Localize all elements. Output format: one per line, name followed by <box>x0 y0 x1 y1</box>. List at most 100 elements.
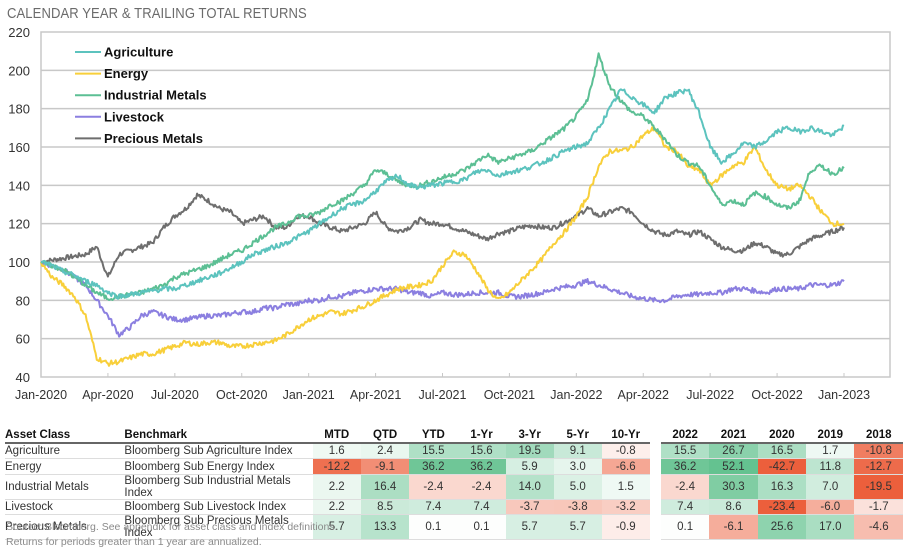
y-axis-ticks: 40 60 80 100 120 140 160 180 200 220 <box>8 25 30 385</box>
table-row: Livestock Bloomberg Sub Livestock Index 2.… <box>5 499 903 516</box>
return-cell: -6.0 <box>806 499 855 516</box>
return-cell: 0.1 <box>457 514 506 541</box>
table-row: Industrial Metals Bloomberg Sub Industria… <box>5 474 903 500</box>
series-line-precious-metals <box>40 192 845 278</box>
return-cell: 1.7 <box>806 443 855 460</box>
x-tick-label: Jan-2022 <box>550 388 602 402</box>
header-5yr: 5-Yr <box>553 428 602 444</box>
return-cell: -10.8 <box>854 443 903 460</box>
x-tick-label: Apr-2022 <box>618 388 669 402</box>
y-tick-label: 200 <box>8 63 30 78</box>
header-mtd: MTD <box>312 428 361 444</box>
return-cell: 19.5 <box>505 443 554 460</box>
return-cell: -12.2 <box>312 458 361 475</box>
x-tick-label: Oct-2021 <box>484 388 535 402</box>
header-3yr: 3-Yr <box>505 428 554 444</box>
return-cell: -0.8 <box>601 443 650 460</box>
series-line-industrial-metals <box>40 52 845 301</box>
return-cell: 36.2 <box>457 458 506 475</box>
header-asset-class: Asset Class <box>5 428 125 444</box>
return-cell: -3.2 <box>601 499 650 516</box>
y-tick-label: 100 <box>8 255 30 270</box>
return-cell: 3.0 <box>553 458 602 475</box>
returns-table: Asset Class Benchmark MTD QTD YTD 1-Yr 3… <box>5 428 903 541</box>
table-row: Agriculture Bloomberg Sub Agriculture Ind… <box>5 443 903 460</box>
column-gap <box>650 515 661 540</box>
return-cell: 2.4 <box>360 443 410 460</box>
return-cell: 7.4 <box>409 499 458 516</box>
return-cell: 0.1 <box>409 514 458 541</box>
return-cell: -2.4 <box>457 474 506 500</box>
return-cell: -12.7 <box>854 458 903 475</box>
return-cell: -1.7 <box>854 499 903 516</box>
benchmark-cell: Bloomberg Sub Agriculture Index <box>124 443 313 460</box>
column-gap <box>650 443 661 459</box>
asset-class-cell: Livestock <box>5 499 125 516</box>
y-tick-label: 140 <box>8 178 30 193</box>
return-cell: -4.6 <box>854 514 903 541</box>
return-cell: 7.0 <box>806 474 855 500</box>
benchmark-cell: Bloomberg Sub Industrial Metals Index <box>124 474 313 500</box>
table-row: Energy Bloomberg Sub Energy Index -12.2 -9.… <box>5 458 903 475</box>
line-chart: 40 60 80 100 120 140 160 180 200 220 Jan-2020 Apr-… <box>8 25 891 402</box>
return-cell: -0.9 <box>601 514 650 541</box>
return-cell: -42.7 <box>757 458 807 475</box>
table-header-row: Asset Class Benchmark MTD QTD YTD 1-Yr 3… <box>5 428 903 444</box>
return-cell: 16.4 <box>360 474 410 500</box>
return-cell: 1.5 <box>601 474 650 500</box>
return-cell: 26.7 <box>709 443 758 460</box>
asset-class-cell: Energy <box>5 458 125 475</box>
return-cell: 36.2 <box>409 458 458 475</box>
x-tick-label: Apr-2020 <box>82 388 133 402</box>
y-tick-label: 120 <box>8 217 30 232</box>
series-line-agriculture <box>41 88 845 300</box>
return-cell: 15.5 <box>660 443 710 460</box>
header-2018: 2018 <box>854 428 903 444</box>
header-qtd: QTD <box>360 428 410 444</box>
x-tick-label: Apr-2021 <box>350 388 401 402</box>
return-cell: 2.2 <box>312 499 361 516</box>
asset-class-cell: Precious Metals <box>5 514 125 541</box>
table-row: Precious Metals Bloomberg Sub Precious Me… <box>5 514 903 541</box>
header-10yr: 10-Yr <box>601 428 650 444</box>
return-cell: 8.5 <box>360 499 410 516</box>
return-cell: 14.0 <box>505 474 554 500</box>
legend-label: Livestock <box>104 109 165 124</box>
return-cell: 5.0 <box>553 474 602 500</box>
table-body: Agriculture Bloomberg Sub Agriculture Ind… <box>5 443 903 541</box>
return-cell: -3.7 <box>505 499 554 516</box>
return-cell: -9.1 <box>360 458 410 475</box>
x-tick-label: Jul-2020 <box>151 388 199 402</box>
y-tick-label: 160 <box>8 140 30 155</box>
return-cell: -6.6 <box>601 458 650 475</box>
return-cell: 15.6 <box>457 443 506 460</box>
return-cell: -19.5 <box>854 474 903 500</box>
header-2020: 2020 <box>757 428 807 444</box>
return-cell: 16.3 <box>757 474 807 500</box>
x-tick-label: Jan-2023 <box>818 388 870 402</box>
header-ytd: YTD <box>409 428 458 444</box>
return-cell: 2.2 <box>312 474 361 500</box>
header-benchmark: Benchmark <box>124 428 313 444</box>
return-cell: -3.8 <box>553 499 602 516</box>
return-cell: 5.7 <box>505 514 554 541</box>
return-cell: -2.4 <box>660 474 710 500</box>
benchmark-cell: Bloomberg Sub Livestock Index <box>124 499 313 516</box>
benchmark-cell: Bloomberg Sub Precious Metals Index <box>124 514 313 541</box>
return-cell: 25.6 <box>757 514 807 541</box>
asset-class-cell: Agriculture <box>5 443 125 460</box>
footnote-annualized: Returns for periods greater than 1 year … <box>6 536 262 548</box>
header-2022: 2022 <box>660 428 710 444</box>
column-gap <box>650 499 661 514</box>
legend-label: Precious Metals <box>104 131 203 146</box>
y-tick-label: 40 <box>16 370 30 385</box>
plot-frame <box>40 31 891 378</box>
legend-label: Industrial Metals <box>104 88 207 103</box>
return-cell: 1.6 <box>312 443 361 460</box>
return-cell: 8.6 <box>709 499 758 516</box>
return-cell: 5.7 <box>553 514 602 541</box>
column-gap <box>650 474 661 499</box>
return-cell: 15.5 <box>409 443 458 460</box>
return-cell: 7.4 <box>660 499 710 516</box>
gridlines <box>40 31 891 378</box>
